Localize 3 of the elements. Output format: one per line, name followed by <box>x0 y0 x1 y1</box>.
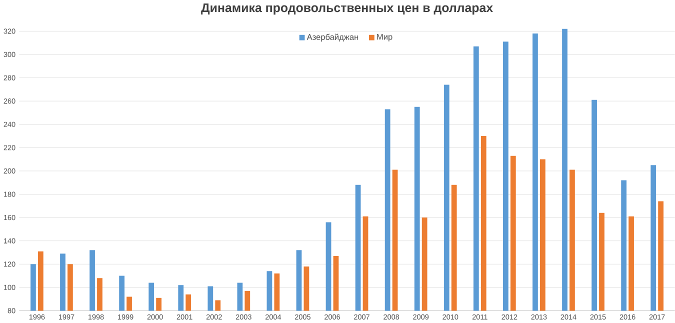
chart-title: Динамика продовольственных цен в долларах <box>201 3 493 15</box>
legend-label: Азербайджан <box>306 34 358 42</box>
legend-label: Мир <box>377 34 392 42</box>
